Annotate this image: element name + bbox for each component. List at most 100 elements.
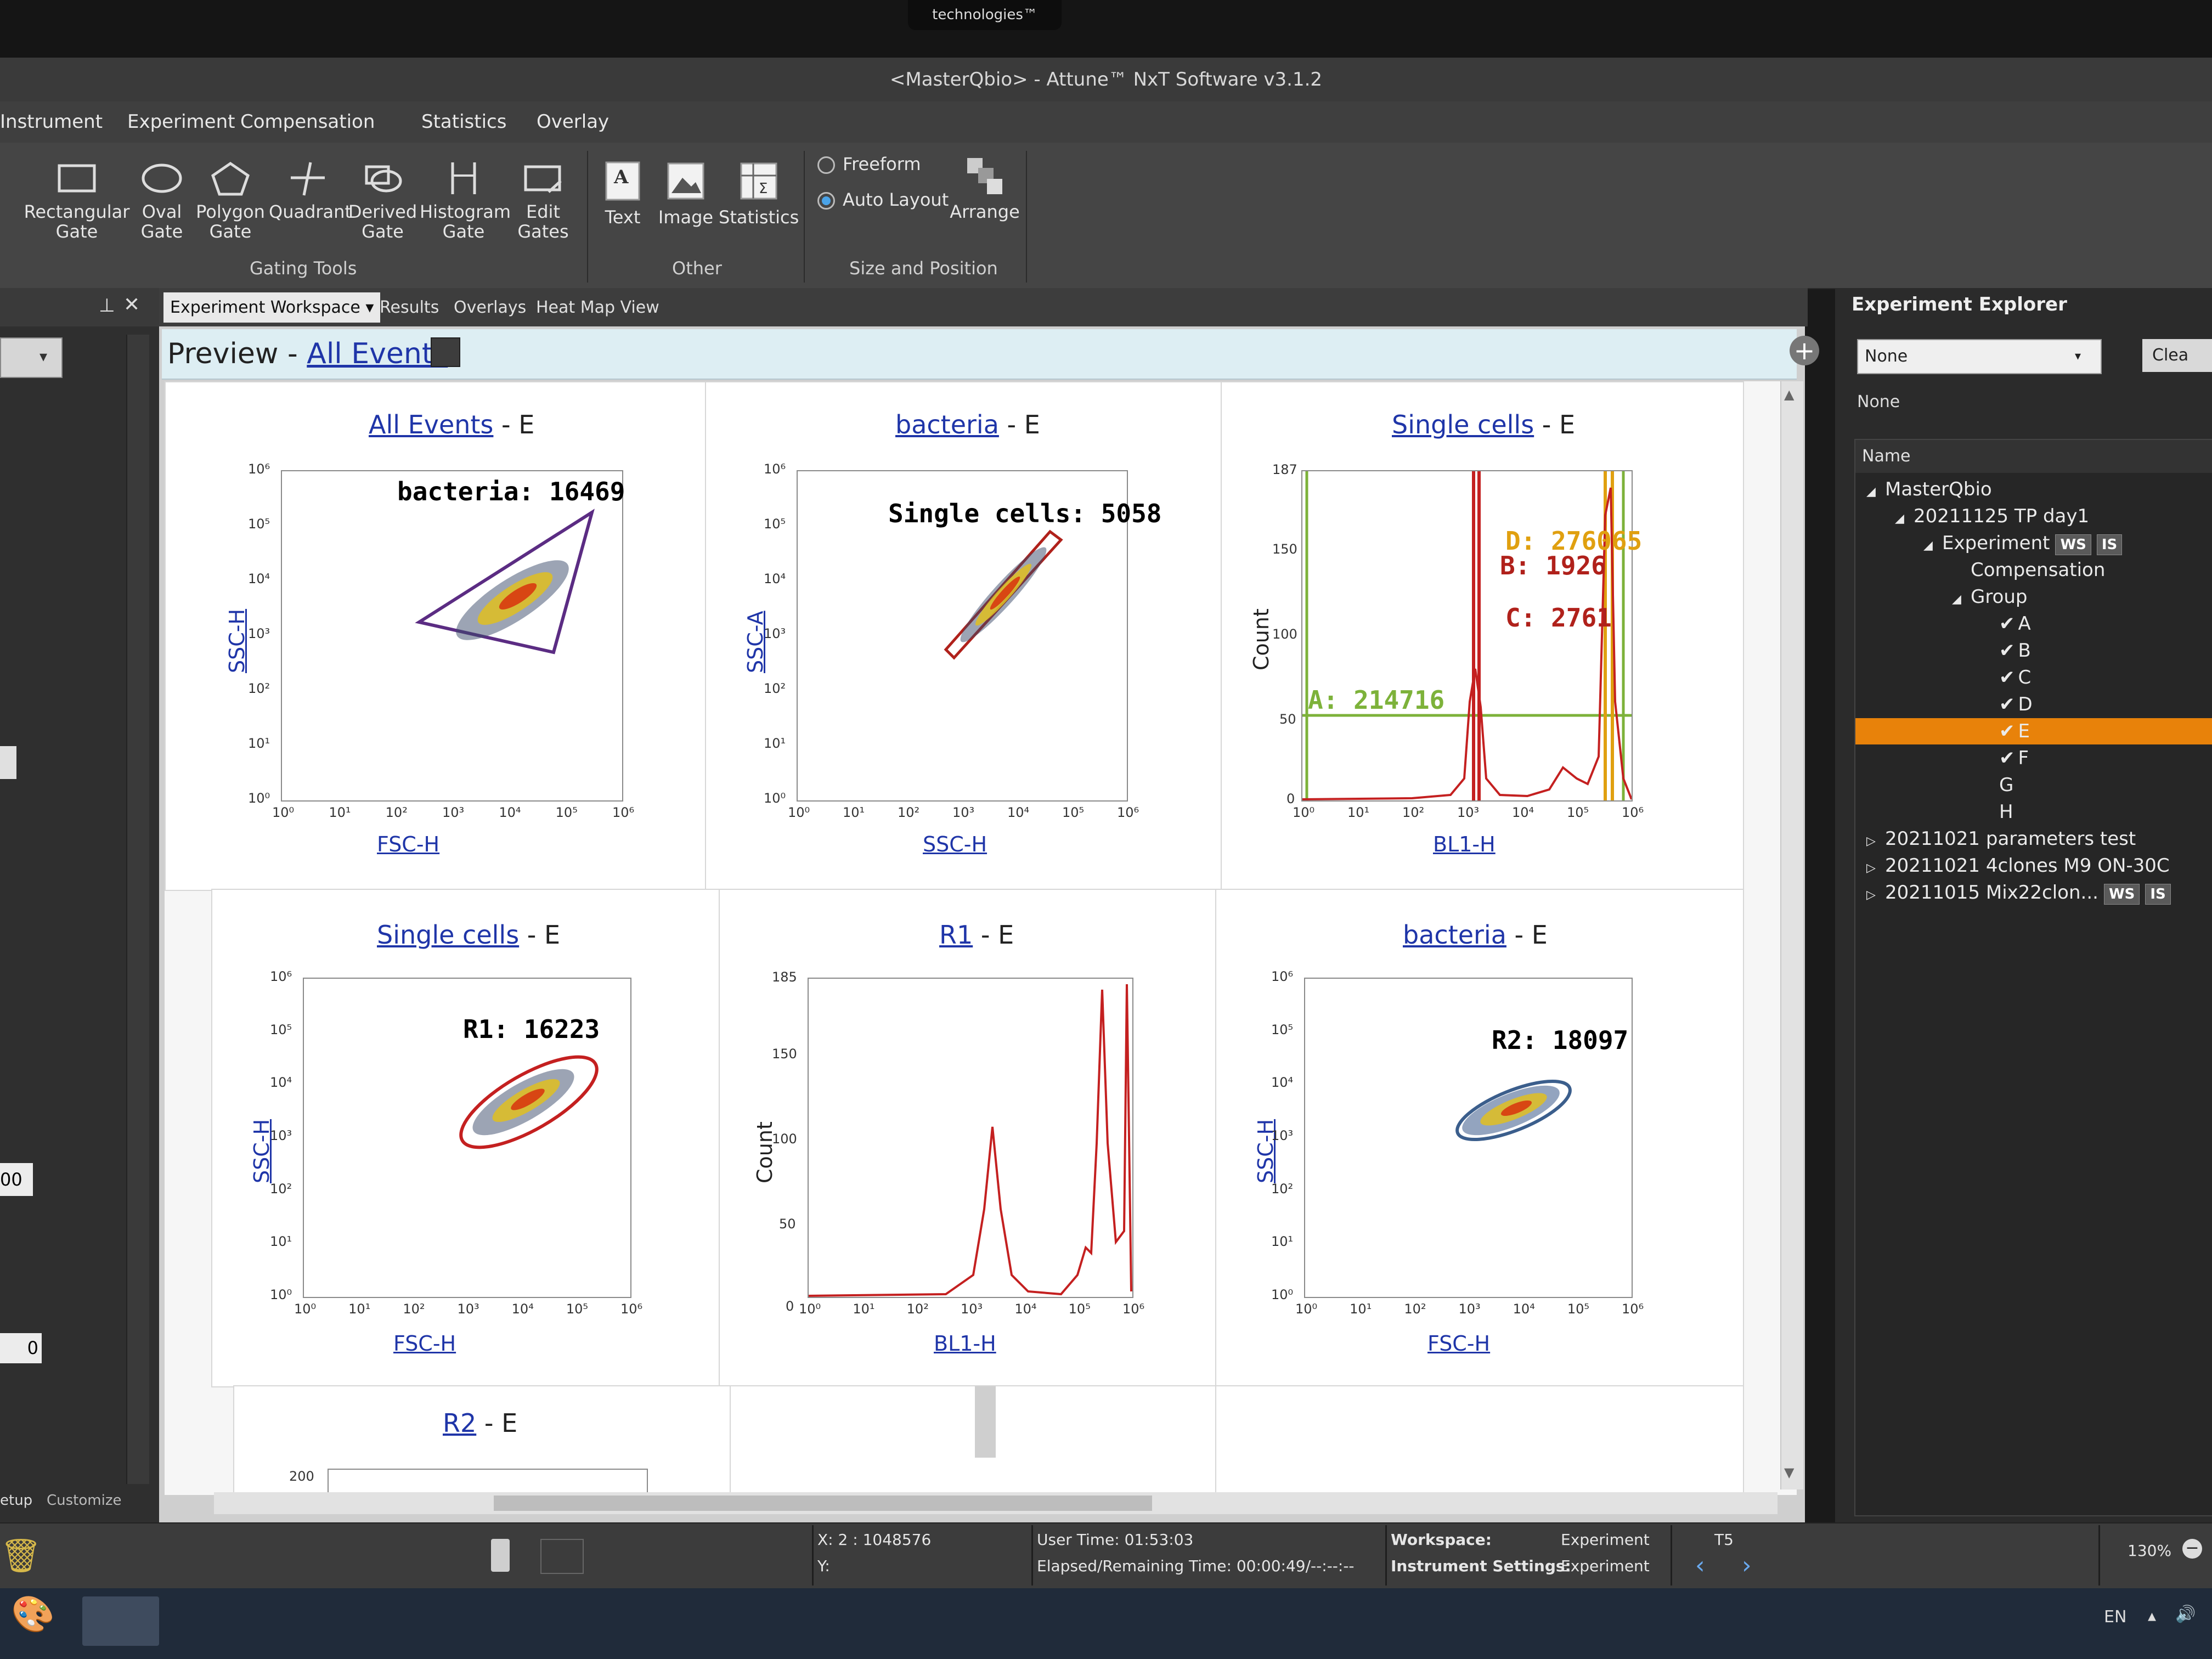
tree-item[interactable]: ◢ Group (1855, 584, 2212, 610)
close-icon[interactable]: ✕ (123, 294, 140, 316)
left-scrollbar[interactable] (126, 335, 149, 1484)
x-axis-label[interactable]: FSC-H (377, 832, 440, 856)
check-icon[interactable]: ✔ (1999, 747, 2015, 769)
check-icon[interactable]: ✔ (1999, 640, 2015, 662)
menu-compensation[interactable]: Compensation (240, 111, 375, 133)
scroll-up-icon[interactable]: ▲ (1784, 387, 1795, 402)
scroll-thumb[interactable] (494, 1496, 1152, 1511)
tree-item[interactable]: ✔ D (1855, 691, 2212, 718)
paint-app-icon[interactable]: 🎨 (11, 1594, 55, 1635)
plot-cell-single-cells-scatter[interactable]: Single cells - E R1: 16223 FSC-H SSC-H (211, 889, 721, 1387)
scroll-down-icon[interactable]: ▼ (1784, 1465, 1795, 1480)
plot-cell-r2[interactable]: R2 - E 200 (233, 1385, 732, 1497)
speaker-icon[interactable]: 🔊 (2175, 1605, 2196, 1624)
tree-badge[interactable]: WS (2055, 534, 2091, 555)
tree-item[interactable]: ✔ E (1855, 718, 2212, 744)
preview-link[interactable]: All Events (307, 337, 448, 370)
tree-badge[interactable]: WS (2103, 884, 2140, 905)
x-axis-label[interactable]: FSC-H (1427, 1331, 1491, 1356)
scatter-plot[interactable]: R1: 16223 (303, 978, 631, 1298)
add-button[interactable]: + (1790, 336, 1819, 365)
expand-arrow-icon[interactable]: ◢ (1866, 485, 1876, 499)
x-axis-label[interactable]: SSC-H (923, 832, 988, 856)
tree-item[interactable]: ✔ A (1855, 611, 2212, 637)
tree-item[interactable]: ▷ 20211021 parameters test (1855, 826, 2212, 852)
quadrant-button[interactable]: Quadrant (269, 154, 352, 263)
tree-item[interactable]: Compensation (1855, 557, 2212, 583)
attune-app-icon[interactable] (82, 1596, 159, 1646)
scatter-plot[interactable]: bacteria: 16469 (281, 470, 625, 802)
cylinder-icon[interactable] (491, 1539, 510, 1572)
expand-arrow-icon[interactable]: ▷ (1866, 861, 1876, 875)
statistics-button[interactable]: Σ Statistics (719, 154, 799, 263)
menu-overlay[interactable]: Overlay (537, 111, 610, 133)
histogram-plot[interactable] (808, 978, 1133, 1298)
tab-experiment-workspace[interactable]: Experiment Workspace ▾ (163, 292, 381, 323)
polygon-gate-button[interactable]: Polygon Gate (192, 154, 269, 263)
check-icon[interactable]: ✔ (1999, 667, 2015, 689)
plot-cell-single-cells-histogram[interactable]: Single cells - E D: 276065 B: 1926 C: 27… (1221, 381, 1744, 891)
menu-instrument[interactable]: Instrument (0, 111, 103, 133)
clear-button[interactable]: Clea (2142, 339, 2212, 372)
left-number-field[interactable]: 0 (0, 1333, 42, 1363)
tree-item[interactable]: ▷ 20211021 4clones M9 ON-30C (1855, 853, 2212, 879)
prev-icon[interactable]: ‹ (1695, 1551, 1705, 1579)
oval-gate-button[interactable]: Oval Gate (132, 154, 192, 263)
x-axis-label[interactable]: FSC-H (393, 1331, 456, 1356)
plot-title-link[interactable]: R1 (939, 920, 973, 950)
freeform-radio[interactable]: Freeform (817, 154, 921, 174)
scatter-plot[interactable]: R2: 18097 (1304, 978, 1633, 1298)
check-icon[interactable]: ✔ (1999, 720, 2015, 742)
image-button[interactable]: Image (656, 154, 716, 263)
expand-arrow-icon[interactable]: ◢ (1952, 592, 1961, 606)
check-icon[interactable]: ✔ (1999, 693, 2015, 715)
tree-item[interactable]: G (1855, 772, 2212, 798)
tree-item[interactable]: ◢ Experiment WS IS (1855, 530, 2212, 556)
histogram-plot[interactable]: D: 276065 B: 1926 C: 2761 A: 214716 (1301, 470, 1642, 802)
plot-title-link[interactable]: Single cells (1392, 410, 1534, 439)
derived-gate-button[interactable]: Derived Gate (346, 154, 420, 263)
tree-item[interactable]: ✔ F (1855, 745, 2212, 771)
histogram-gate-button[interactable]: Histogram Gate (420, 154, 511, 263)
tree-item[interactable]: H (1855, 799, 2212, 825)
expand-arrow-icon[interactable]: ▷ (1866, 888, 1876, 902)
tree-item[interactable]: ◢ 20211125 TP day1 (1855, 503, 2212, 529)
tree-item[interactable]: ◢ MasterQbio (1855, 476, 2212, 503)
explorer-filter-select[interactable]: None ▾ (1857, 339, 2102, 374)
tree-item[interactable]: ✔ B (1855, 637, 2212, 664)
tab-results[interactable]: Results (380, 298, 439, 317)
plot-cell-bacteria[interactable]: bacteria - E Single cells: 5058 SSC-H SS… (705, 381, 1223, 891)
tab-heat-map-view[interactable]: Heat Map View (536, 298, 659, 317)
expand-arrow-icon[interactable]: ◢ (1923, 539, 1933, 552)
tab-overlays[interactable]: Overlays (454, 298, 527, 317)
expand-arrow-icon[interactable]: ▷ (1866, 834, 1876, 848)
resize-handle[interactable] (975, 1386, 996, 1458)
pin-icon[interactable]: ⊥ (99, 295, 115, 317)
workspace-vscroll[interactable]: ▲ ▼ (1780, 381, 1803, 1489)
plot-cell-all-events[interactable]: All Events - E bacteria: 16469 FSC-H SSC… (165, 381, 707, 891)
tree-badge[interactable]: IS (2145, 884, 2171, 905)
check-icon[interactable]: ✔ (1999, 613, 2015, 635)
tree-item[interactable]: ▷ 20211015 Mix22clon... WS IS (1855, 879, 2212, 906)
plot-cell-bacteria-r2[interactable]: bacteria - E R2: 18097 FSC-H SSC-H (1215, 889, 1744, 1387)
rectangular-gate-button[interactable]: Rectangular Gate (22, 154, 132, 263)
plot-title-link[interactable]: Single cells (377, 920, 520, 950)
y-axis-label[interactable]: SSC-A (743, 611, 768, 673)
expand-arrow-icon[interactable]: ◢ (1895, 512, 1904, 526)
tray-arrow-icon[interactable]: ▴ (2148, 1606, 2157, 1626)
plot-title-link[interactable]: R2 (443, 1408, 477, 1438)
tree-badge[interactable]: IS (2096, 534, 2123, 555)
text-button[interactable]: A Text (595, 154, 650, 263)
auto-layout-radio[interactable]: Auto Layout (817, 189, 949, 210)
plot-title-link[interactable]: bacteria (895, 410, 999, 439)
customize-tab[interactable]: Customize (47, 1492, 122, 1509)
left-value-field[interactable]: 00 (0, 1163, 33, 1196)
zoom-out-icon[interactable]: − (2182, 1539, 2202, 1559)
menu-experiment[interactable]: Experiment (127, 111, 235, 133)
tree-item[interactable]: ✔ C (1855, 664, 2212, 691)
left-field[interactable] (0, 746, 16, 779)
next-icon[interactable]: › (1742, 1551, 1752, 1579)
setup-tab[interactable]: etup (0, 1492, 33, 1509)
edit-gates-button[interactable]: Edit Gates (507, 154, 579, 263)
x-axis-label[interactable]: BL1-H (934, 1331, 996, 1356)
